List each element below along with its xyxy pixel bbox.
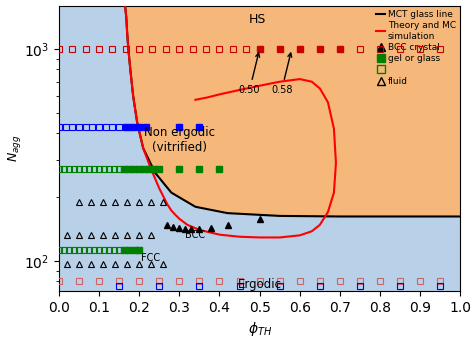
Y-axis label: $N_{agg}$: $N_{agg}$: [6, 135, 22, 162]
Text: 0.50: 0.50: [238, 53, 260, 95]
Text: Non ergodic
(vitrified): Non ergodic (vitrified): [144, 126, 214, 154]
X-axis label: $\phi_{TH}$: $\phi_{TH}$: [247, 321, 271, 338]
Text: Ergodic: Ergodic: [237, 279, 281, 291]
Legend: MCT glass line, Theory and MC
simulation, BCC crystal, gel or glass, , fluid: MCT glass line, Theory and MC simulation…: [375, 10, 455, 86]
Text: HS: HS: [248, 13, 266, 26]
Polygon shape: [125, 0, 476, 216]
Text: 0.58: 0.58: [270, 53, 292, 95]
Text: BCC: BCC: [185, 230, 205, 240]
Text: FCC: FCC: [141, 253, 160, 263]
